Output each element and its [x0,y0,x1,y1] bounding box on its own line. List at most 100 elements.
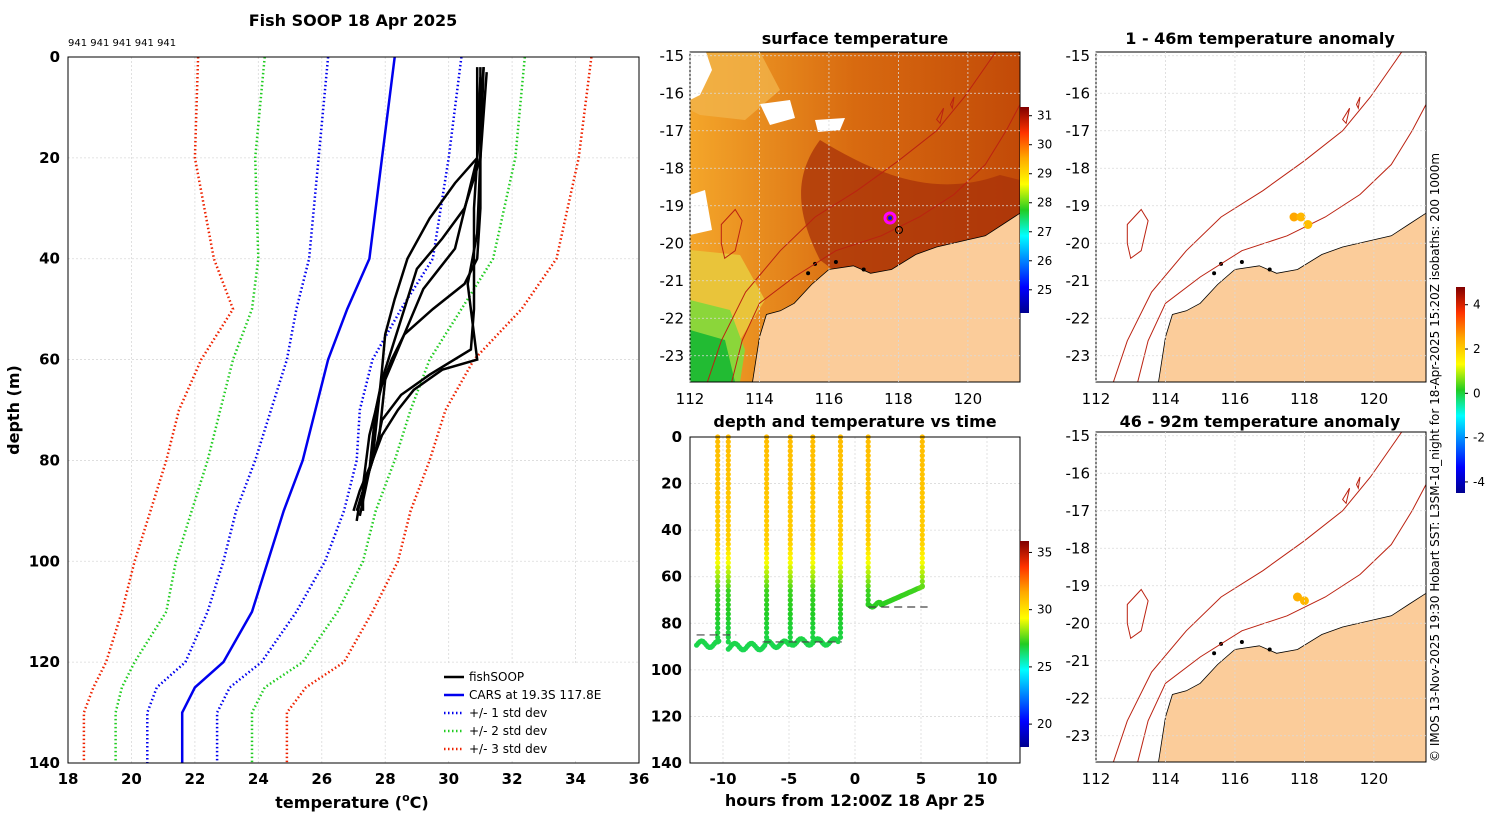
map-y-tick-label: -21 [660,272,685,290]
profile-y-ticks: 0 20 40 60 80 100 120 140 [29,48,60,772]
sst-cool-patch-north [690,52,780,120]
cast-sample-point [835,638,841,645]
cast-sample-point [865,546,871,552]
cast-sample-point [764,457,770,463]
cast-sample-point [865,564,871,571]
cast-sample-point [837,546,844,552]
cast-sample-point [787,443,793,449]
colorbar-tick-label: 31 [1037,109,1052,123]
sst-colorbar-ticks: 31 30 29 28 27 26 25 [1029,109,1052,297]
cast-sample-point [764,448,770,454]
cast-sample-point [865,592,871,598]
cast-sample-point [787,592,793,598]
cast-sample-point [725,611,731,617]
cast-sample-point [919,541,925,547]
cast-sample-point [725,490,731,496]
anomaly-deep-points [1292,592,1309,606]
map-y-tick-label: -15 [660,47,685,65]
cast-sample-point [715,569,721,575]
cast-sample-point [725,485,731,491]
cast-sample-point [764,625,770,631]
cast-sample-point [764,555,770,561]
cast-sample-point [725,546,731,552]
cast-sample-point [787,522,793,529]
cast-sample-point [764,462,770,468]
cast-sample-point [810,588,816,594]
cast-sample-point [725,588,731,594]
cast-sample-point [919,476,925,482]
cast-sample-point [787,602,793,608]
cast-sample-point [865,476,871,482]
coastal-island [833,260,838,264]
cast-sample-point [725,616,731,622]
timeseries-y-tick-label: 140 [651,754,682,772]
profile-y-tick-label: 40 [39,250,60,268]
cast-sample-point [787,578,793,585]
envelope-cars_sd3 [285,56,593,763]
cast-sample-point [715,532,721,538]
coastal-island [1212,651,1217,656]
cast-sample-point [787,513,793,519]
cast-sample-point [764,494,770,501]
legend-label: CARS at 19.3S 117.8E [469,688,601,702]
cast-sample-point [810,485,816,491]
map-x-tick-label: 112 [676,390,705,408]
side-note: © IMOS 13-Nov-2025 19:30 Hobart SST: L3S… [1428,153,1442,762]
map-x-tick-label: 118 [1290,770,1319,788]
envelope-cars_msd2 [114,56,266,763]
map-x-tick-label: 114 [745,390,774,408]
cast-sample-point [725,462,731,468]
map-y-tick-label: -17 [1066,502,1091,520]
time-colorbar-ticks: 35 30 25 20 [1029,545,1052,731]
cast-sample-point [837,574,844,580]
cast-sample-point [919,504,925,510]
map-y-tick-label: -17 [1066,122,1091,140]
cast-sample-point [725,518,731,524]
cast-location-marker [895,226,903,234]
cast-sample-point [865,583,871,589]
cast-sample-point [715,597,721,603]
cast-sample-point [787,504,793,510]
cast-sample-point [865,439,871,445]
cast-sample-point [787,462,793,468]
cast-sample-point [787,560,793,566]
cast-sample-point [725,467,731,473]
map-x-tick-label: 120 [1360,390,1389,408]
cast-sample-point [837,499,844,505]
cast-sample-point [865,481,871,487]
cast-sample-point [764,630,770,636]
cast-sample-point [837,620,844,626]
sst-title: surface temperature [762,29,949,48]
cast-sample-point [725,504,731,510]
colorbar-tick-label: 25 [1037,283,1052,297]
cast-sample-point [715,583,721,589]
cast-sample-point [787,611,793,617]
colorbar-tick-label: 20 [1037,717,1052,731]
map-y-tick-label: -22 [1066,309,1091,327]
map-y-tick-label: -15 [1066,47,1091,65]
cast-sample-point [810,467,816,473]
map-y-tick-label: -15 [1066,427,1091,445]
cast-sample-point [865,569,871,575]
cast-sample-point [715,457,721,463]
timeseries-y-tick-label: 80 [661,614,682,632]
colorbar-tick-label: -2 [1473,431,1485,445]
cast-sample-point [865,499,871,505]
profile-y-tick-label: 80 [39,451,60,469]
cast-sample-point [865,555,871,561]
cast-sample-point [715,494,721,501]
profile-xlabel: temperature (oC) [275,791,428,812]
cast-sample-point [787,606,793,612]
cast-sample-point [810,471,816,477]
sst-cloud-1 [690,52,712,100]
cast-sample-point [810,578,816,585]
cast-sample-point [919,508,925,515]
timeseries-y-tick-label: 60 [661,568,682,586]
cast-sample-point [919,443,925,449]
cast-sample-point [725,508,731,515]
cast-sample-point [865,462,871,468]
cast-sample-point [715,518,721,524]
map-y-tick-label: -16 [1066,464,1091,482]
cast-sample-point [865,518,871,524]
cast-sample-point [787,471,793,477]
